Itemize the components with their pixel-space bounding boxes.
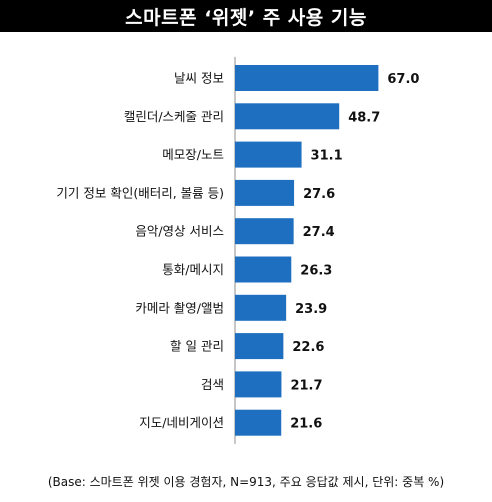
value-label: 31.1	[311, 149, 343, 164]
bar	[235, 141, 302, 168]
bar	[235, 409, 282, 436]
value-label: 27.4	[303, 225, 335, 240]
bar	[235, 65, 379, 91]
bar-chart: 날씨 정보 67.0 캘린더/스케줄 관리 48.7 메모장/노트 31.1 기기 정보 확…	[56, 56, 419, 444]
category-label: 기기 정보 확인(배터리, 볼륨 등)	[56, 185, 224, 200]
value-label: 21.6	[290, 417, 322, 432]
category-label: 메모장/노트	[162, 147, 224, 162]
value-label: 27.6	[303, 187, 335, 202]
category-label: 검색	[201, 377, 224, 392]
bar	[235, 294, 287, 321]
bar	[235, 103, 340, 130]
bar	[235, 179, 295, 206]
bar	[235, 218, 294, 245]
category-label: 통화/메시지	[162, 262, 224, 277]
bar	[235, 333, 284, 360]
category-label: 캘린더/스케줄 관리	[124, 109, 224, 124]
title-bar: 스마트폰 ‘위젯’ 주 사용 기능	[0, 0, 492, 32]
category-label: 카메라 촬영/앨범	[135, 300, 224, 315]
value-label: 67.0	[387, 72, 419, 87]
chart-title: 스마트폰 ‘위젯’ 주 사용 기능	[125, 6, 367, 29]
value-label: 26.3	[300, 264, 332, 279]
value-label: 21.7	[290, 378, 322, 393]
bar	[235, 371, 282, 398]
value-label: 23.9	[295, 302, 327, 317]
value-label: 22.6	[292, 340, 324, 355]
category-label: 음악/영상 서비스	[135, 224, 224, 239]
category-label: 날씨 정보	[174, 71, 224, 86]
value-label: 48.7	[348, 110, 380, 125]
footnote: (Base: 스마트폰 위젯 이용 경험자, N=913, 주요 응답값 제시,…	[47, 475, 445, 489]
category-label: 할 일 관리	[170, 339, 224, 354]
category-label: 지도/네비게이션	[139, 415, 224, 430]
bar	[235, 256, 292, 283]
